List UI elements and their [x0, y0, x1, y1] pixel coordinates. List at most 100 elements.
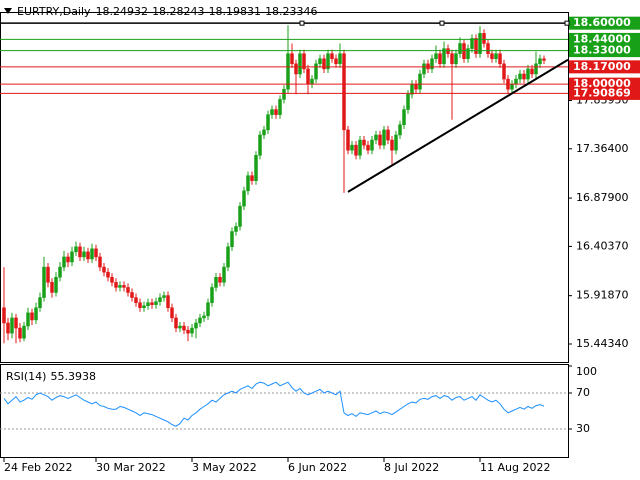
candle-body	[418, 73, 422, 90]
candle-body	[454, 53, 458, 65]
candle-body	[294, 63, 298, 75]
x-tick-label: 6 Jun 2022	[288, 461, 347, 474]
level-label-bg	[569, 60, 640, 74]
y-tick-label: 17.36400	[576, 142, 629, 155]
candle-body	[350, 144, 354, 151]
menu-triangle[interactable]	[4, 8, 12, 14]
level-label: 18.60000	[573, 16, 631, 29]
candle-body	[102, 266, 106, 273]
candle-body	[458, 43, 462, 54]
x-tick-label: 24 Feb 2022	[4, 461, 72, 474]
candle-body	[282, 88, 286, 100]
candle-body	[394, 134, 398, 151]
rsi-header: RSI(14) 55.3938	[6, 370, 96, 383]
level-label-bg	[569, 44, 640, 58]
candle-body	[374, 134, 378, 141]
candle-body	[518, 73, 522, 80]
candle-body	[58, 266, 62, 278]
candle-body	[542, 58, 546, 61]
candle-body	[278, 99, 282, 115]
candle-body	[386, 129, 390, 141]
level-label: 18.33000	[573, 44, 631, 57]
candle-body	[462, 43, 466, 59]
candle-body	[358, 139, 362, 156]
main-panel	[0, 12, 569, 363]
candle-body	[206, 302, 210, 317]
candle-body	[234, 226, 238, 232]
candle-body	[274, 109, 278, 115]
candle-body	[182, 325, 186, 331]
candle-body	[262, 129, 266, 136]
candle-body	[322, 58, 326, 70]
high-value: 18.28243	[152, 5, 205, 18]
candle-body	[218, 276, 222, 283]
x-tick-label: 11 Aug 2022	[480, 461, 550, 474]
candle-body	[342, 53, 346, 131]
candle-body	[198, 317, 202, 324]
candle-body	[314, 63, 318, 80]
line-handle	[439, 20, 445, 26]
candle-body	[366, 144, 370, 151]
candle-body	[538, 58, 542, 65]
candle-body	[70, 251, 74, 263]
candle-body	[186, 329, 190, 334]
candle-body	[486, 43, 490, 54]
level-label: 18.00000	[573, 77, 631, 90]
candle-body	[286, 53, 290, 90]
level-label: 17.90869	[573, 86, 631, 99]
candle-body	[134, 297, 138, 303]
candle-body	[158, 297, 162, 302]
candle-body	[202, 315, 206, 319]
candle-body	[306, 68, 310, 85]
candle-body	[146, 302, 150, 306]
candle-body	[266, 114, 270, 131]
candle-body	[370, 139, 374, 151]
candle-body	[150, 302, 154, 305]
y-tick-label: 30	[576, 422, 590, 435]
candle-body	[442, 48, 446, 65]
candle-body	[430, 58, 434, 70]
candle-body	[382, 129, 386, 146]
candle-body	[130, 292, 134, 298]
candle-body	[154, 301, 158, 305]
candle-body	[354, 144, 358, 156]
candles	[2, 25, 546, 344]
rsi-line	[3, 381, 545, 427]
trendline	[347, 58, 569, 193]
candle-body	[466, 48, 470, 59]
candle-body	[178, 325, 182, 329]
level-label-bg	[569, 16, 640, 30]
candle-body	[526, 68, 530, 80]
candle-body	[226, 246, 230, 268]
x-tick-label: 3 May 2022	[192, 461, 257, 474]
candle-body	[362, 139, 366, 146]
candle-body	[78, 246, 82, 258]
candle-body	[114, 282, 118, 288]
candle-body	[338, 53, 342, 65]
y-tick-label: 15.44340	[576, 337, 629, 350]
candle-body	[450, 53, 454, 65]
candle-body	[254, 155, 258, 181]
candle-body	[90, 248, 94, 260]
candle-body	[530, 68, 534, 75]
level-label: 18.44000	[573, 32, 631, 45]
candle-body	[214, 276, 218, 288]
candle-body	[318, 58, 322, 65]
candle-body	[470, 38, 474, 49]
candle-body	[210, 287, 214, 303]
candle-body	[398, 124, 402, 136]
candle-body	[438, 53, 442, 65]
y-tick-label: 70	[576, 386, 590, 399]
candle-body	[26, 312, 30, 327]
candle-body	[126, 287, 130, 293]
candle-body	[118, 285, 122, 288]
candle-body	[302, 53, 306, 70]
candle-body	[162, 295, 166, 298]
candle-body	[38, 297, 42, 308]
line-handle	[299, 20, 305, 26]
candle-body	[98, 256, 102, 268]
candle-body	[238, 205, 242, 227]
